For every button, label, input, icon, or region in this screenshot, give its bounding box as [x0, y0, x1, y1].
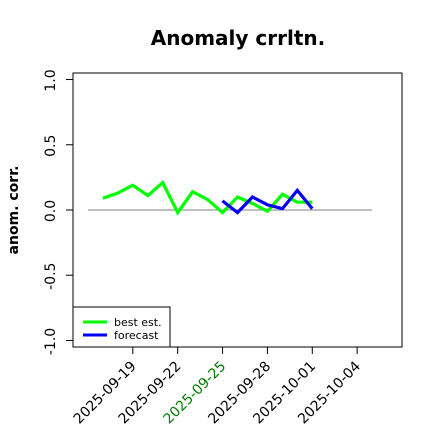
x-axis: 2025-09-192025-09-222025-09-252025-09-28… — [71, 347, 364, 427]
y-axis-label: anom. corr. — [6, 166, 22, 255]
y-tick-label: 1.0 — [43, 69, 59, 91]
y-tick-label: 0.0 — [43, 200, 59, 222]
series-line-forecast — [221, 187, 314, 215]
legend-label-best-est: best est. — [114, 316, 162, 329]
y-axis: -1.0 -0.5 0.0 0.5 1.0 — [43, 69, 73, 355]
legend: best est. forecast — [72, 306, 171, 348]
series-layer — [102, 180, 314, 216]
y-tick-label: -0.5 — [43, 263, 59, 290]
y-tick-label: 0.5 — [43, 135, 59, 157]
series-line-best-est — [102, 180, 313, 216]
legend-box — [72, 306, 171, 348]
chart-title: Anomaly crrltn. — [151, 26, 325, 50]
y-tick-label: -1.0 — [43, 328, 59, 355]
legend-label-forecast: forecast — [114, 329, 159, 342]
